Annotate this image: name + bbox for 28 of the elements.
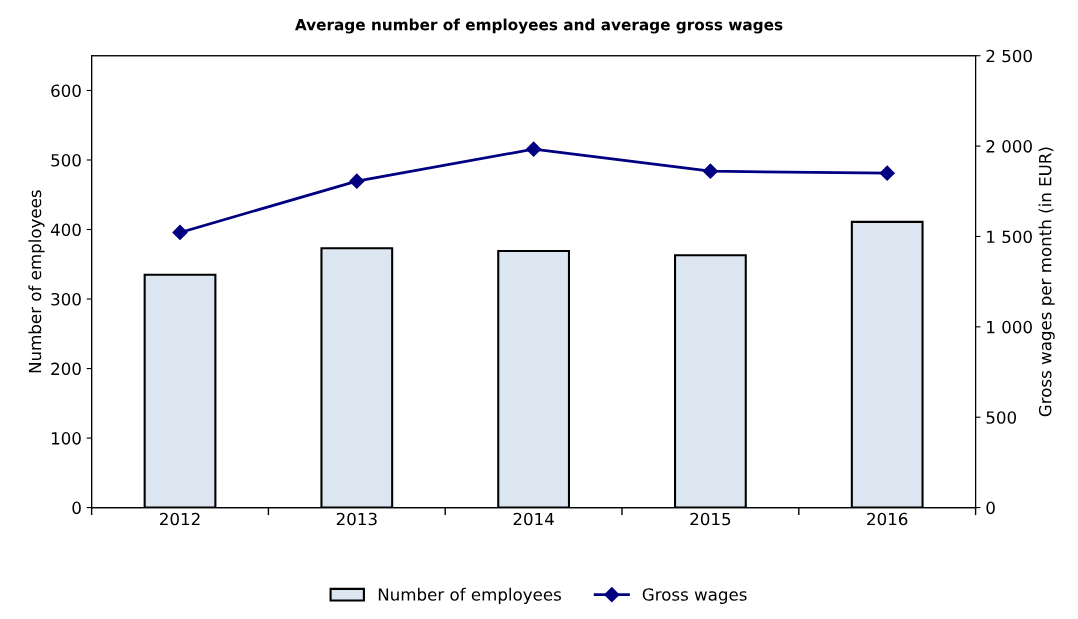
x-tick-label: 2016 — [867, 512, 908, 526]
y2-axis-title: Gross wages per month (in EUR) — [1038, 147, 1055, 417]
y2-tick-label: 2 000 — [986, 140, 1032, 153]
y-axis-title: Number of employees — [28, 190, 45, 373]
y-tick-label: 600 — [51, 84, 81, 98]
y-tick-label: 0 — [72, 501, 81, 515]
legend-label: Gross wages — [642, 588, 747, 604]
legend-label: Number of employees — [378, 587, 561, 604]
point — [349, 173, 365, 189]
y2-tick-label: 0 — [986, 501, 995, 515]
x-tick-label: 2015 — [690, 512, 731, 526]
y2-tick-label: 500 — [986, 411, 1017, 424]
x-tick-label: 2014 — [513, 512, 554, 526]
point — [172, 224, 188, 241]
y2-tick-label: 1 000 — [987, 320, 1032, 334]
y-tick-label: 400 — [50, 223, 81, 237]
x-tick-label: 2013 — [336, 512, 377, 526]
y-tick-label: 300 — [51, 292, 81, 306]
y2-tick-label: 1 500 — [987, 230, 1032, 244]
point — [879, 165, 895, 181]
y-tick-label: 100 — [51, 432, 81, 445]
point — [526, 141, 542, 157]
y-tick-label: 200 — [51, 362, 81, 376]
y2-tick-label: 2 500 — [986, 49, 1032, 63]
x-tick-label: 2012 — [160, 512, 200, 526]
y-tick-label: 500 — [51, 153, 81, 167]
chart-title: Average number of employees and average gross wages — [294, 18, 783, 34]
point — [702, 163, 718, 179]
